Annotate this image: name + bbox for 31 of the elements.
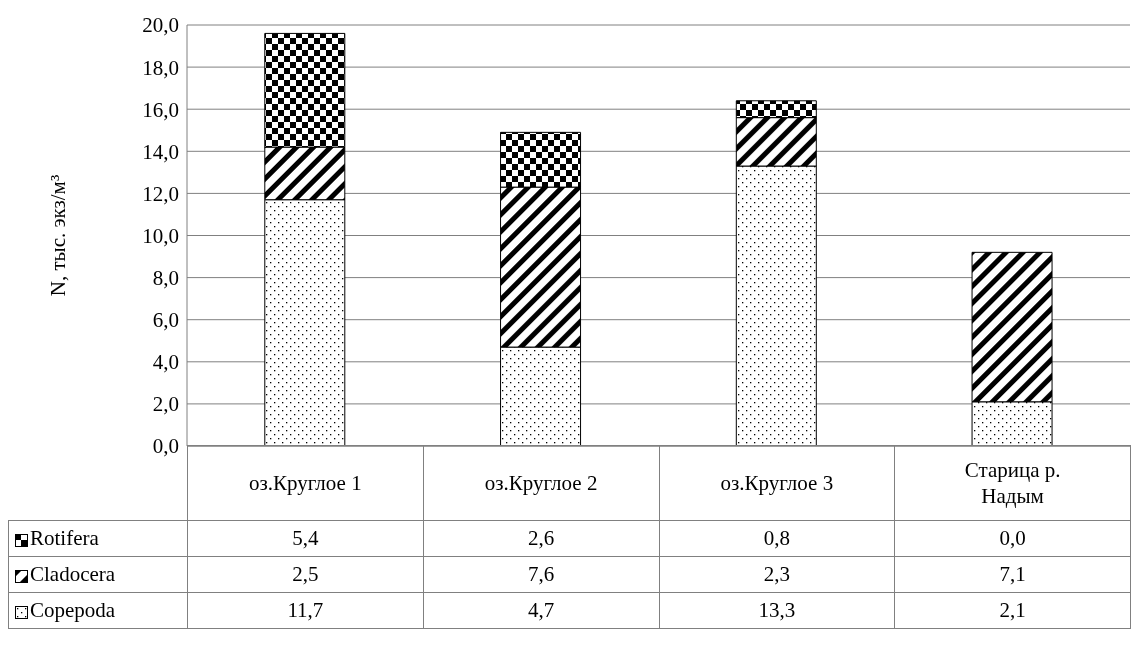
y-tick-label: 18,0 (142, 55, 179, 80)
data-label: 7,6 (423, 556, 659, 593)
y-tick-label: 0,0 (152, 434, 179, 459)
data-label: 2,3 (659, 556, 895, 593)
data-label: 0,0 (894, 520, 1131, 557)
y-tick-label: 6,0 (152, 308, 179, 333)
x-tick-label: оз.Круглое 3 (659, 445, 895, 521)
x-tick-label: оз.Круглое 2 (423, 445, 659, 521)
y-tick-label: 12,0 (142, 181, 179, 206)
data-label: 11,7 (187, 592, 424, 629)
x-tick-label: Старица р. Надым (894, 445, 1131, 521)
data-label: 2,1 (894, 592, 1131, 629)
y-tick-label: 20,0 (142, 13, 179, 38)
data-label: 0,8 (659, 520, 895, 557)
y-tick-label: 10,0 (142, 223, 179, 248)
y-tick-label: 14,0 (142, 139, 179, 164)
legend-label: Copepoda (8, 592, 188, 629)
data-label: 7,1 (894, 556, 1131, 593)
data-label: 4,7 (423, 592, 659, 629)
y-tick-label: 16,0 (142, 97, 179, 122)
y-tick-label: 2,0 (152, 392, 179, 417)
y-axis-title: N, тыс. экз/м³ (46, 174, 71, 297)
data-label: 2,6 (423, 520, 659, 557)
data-label: 5,4 (187, 520, 424, 557)
x-tick-label: оз.Круглое 1 (187, 445, 424, 521)
y-tick-label: 8,0 (152, 266, 179, 291)
legend-label: Cladocera (8, 556, 188, 593)
data-label: 13,3 (659, 592, 895, 629)
data-label: 2,5 (187, 556, 424, 593)
legend-label: Rotifera (8, 520, 188, 557)
y-tick-label: 4,0 (152, 350, 179, 375)
